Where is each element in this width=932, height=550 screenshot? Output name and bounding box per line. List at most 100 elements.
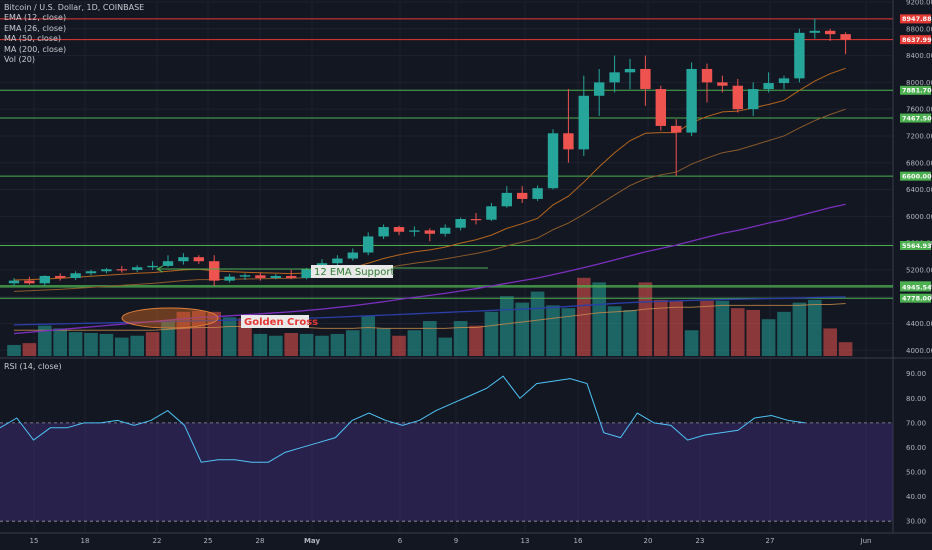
price-level-badge-label: 8637.99 (902, 36, 932, 44)
time-tick-label: 27 (766, 537, 775, 545)
price-level-badge-label: 7467.50 (902, 114, 932, 122)
volume-bar (192, 310, 206, 356)
price-tick-label: 7200.00 (906, 132, 932, 140)
candle-body (363, 236, 374, 253)
candle-body (347, 252, 358, 259)
price-tick-label: 8400.00 (906, 52, 932, 60)
ema-support-arrowhead (155, 265, 164, 273)
time-tick-label: 28 (256, 537, 265, 545)
candle-body (532, 188, 543, 199)
volume-bars (7, 277, 853, 356)
volume-bar (269, 335, 283, 356)
candle-body (301, 269, 312, 278)
time-tick-label: 22 (153, 537, 162, 545)
candle-body (809, 30, 820, 33)
candle-body (39, 275, 50, 284)
candle-body (270, 275, 281, 278)
candle-body (162, 261, 174, 266)
price-tick-label: 7600.00 (906, 106, 932, 114)
volume-bar (284, 333, 298, 356)
candle-body (332, 258, 343, 264)
volume-bar (330, 333, 345, 356)
price-level-badge (900, 171, 931, 181)
candle-body (609, 72, 620, 83)
price-tick-label: 6400.00 (906, 186, 932, 194)
volume-bar (7, 344, 21, 356)
candle-body (286, 275, 297, 278)
volume-bar (684, 330, 699, 356)
volume-bar (638, 282, 653, 356)
volume-bar (99, 333, 114, 356)
volume-bar (592, 282, 606, 356)
time-tick-label: 16 (574, 537, 583, 545)
rsi-tick-label: 70.00 (906, 419, 926, 427)
price-level-badge-label: 4945.54 (902, 283, 932, 291)
rsi-tick-label: 60.00 (906, 444, 926, 452)
volume-bar (530, 291, 545, 356)
price-level-badge (900, 240, 931, 250)
ema-support-label: 12 EMA Support (314, 267, 394, 278)
price-level-badge-label: 8947.88 (902, 15, 932, 23)
volume-bar (407, 330, 422, 356)
candle-body (671, 125, 682, 133)
volume-bar (423, 321, 437, 356)
volume-bar (731, 308, 745, 356)
time-axis: 15 18 22 25 28 May 6 9 13 16 20 23 27 Jun (30, 537, 872, 545)
candle-body (717, 82, 728, 86)
candle-body (440, 227, 451, 234)
time-tick-label: 13 (521, 537, 530, 545)
candle-body (748, 89, 759, 110)
rsi-title[interactable]: RSI (14, close) (4, 362, 62, 371)
price-level-badge-label: 5564.93 (902, 242, 932, 250)
rsi-band (0, 422, 893, 522)
candle-body (578, 95, 589, 150)
price-level-badge-label: 6600.00 (902, 172, 932, 180)
time-tick-label: Jun (860, 537, 872, 545)
candle-body (393, 227, 405, 232)
candle-body (193, 257, 204, 262)
candle-body (547, 133, 559, 189)
rsi-tick-label: 90.00 (906, 370, 926, 378)
volume-bar (453, 321, 468, 356)
candles (8, 18, 851, 286)
price-tick-label: 9200.00 (906, 0, 932, 7)
annotation-golden-cross: Golden Cross (241, 315, 318, 328)
price-level-badge (900, 85, 931, 95)
candle-body (8, 280, 20, 284)
volume-bar (376, 328, 391, 356)
volume-bar (669, 300, 683, 356)
candle-body (455, 219, 466, 228)
volume-bar (346, 330, 360, 356)
candle-body (763, 83, 774, 90)
rsi-tick-label: 30.00 (906, 518, 926, 526)
price-levels (0, 18, 893, 299)
price-tick-label: 8800.00 (906, 25, 932, 33)
candle-body (825, 30, 836, 35)
price-level-badge (900, 282, 931, 292)
volume-bar (392, 335, 406, 356)
volume-bar (22, 343, 37, 356)
candle-body (624, 68, 636, 73)
volume-ma-line (14, 303, 846, 331)
price-level-badge (900, 293, 931, 303)
candle-body (563, 133, 574, 150)
candle-body (409, 230, 420, 232)
time-tick-label: 15 (30, 537, 39, 545)
price-level-badge-label: 4778.00 (902, 294, 932, 302)
volume-bar (500, 296, 514, 356)
candle-body (85, 271, 97, 274)
price-level-badge (900, 14, 931, 24)
candle-body (209, 261, 220, 281)
price-tick-label: 4400.00 (906, 320, 932, 328)
volume-bar (315, 335, 329, 356)
ma50-line (13, 203, 846, 335)
volume-bar (746, 310, 760, 356)
price-tick-label: 6800.00 (906, 159, 932, 167)
candle-body (424, 230, 435, 234)
volume-bar (469, 325, 483, 356)
rsi-tick-label: 80.00 (906, 395, 926, 403)
volume-bar (438, 337, 452, 356)
candle-body (178, 257, 189, 262)
